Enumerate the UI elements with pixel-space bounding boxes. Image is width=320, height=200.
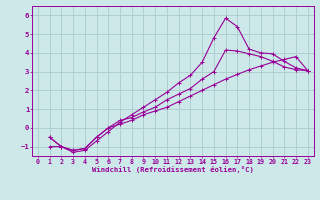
X-axis label: Windchill (Refroidissement éolien,°C): Windchill (Refroidissement éolien,°C)	[92, 166, 254, 173]
